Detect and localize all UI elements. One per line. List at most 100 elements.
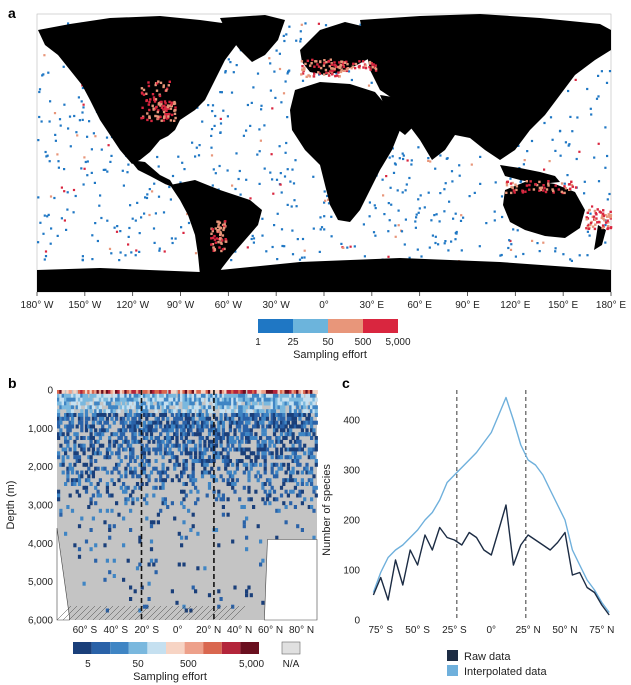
- hotspot-cell: [364, 64, 367, 67]
- depth-cell: [135, 420, 140, 425]
- depth-cell: [238, 428, 242, 433]
- sampling-dot: [590, 113, 593, 116]
- sampling-dot: [226, 115, 229, 118]
- depth-cell: [103, 397, 107, 402]
- depth-cell: [279, 420, 284, 425]
- depth-cell: [191, 585, 195, 590]
- hatch-stroke: [158, 605, 174, 621]
- depth-cell: [233, 405, 237, 410]
- depth-cell: [286, 390, 290, 394]
- depth-cell: [112, 439, 116, 444]
- depth-cell: [159, 443, 163, 448]
- sampling-dot: [91, 258, 94, 261]
- depth-cell: [265, 447, 270, 452]
- sampling-dot: [271, 107, 274, 110]
- sampling-dot: [323, 190, 326, 193]
- sampling-dot: [431, 234, 434, 237]
- depth-cell: [249, 451, 253, 456]
- depth-cell: [256, 451, 260, 456]
- depth-cell: [194, 459, 198, 463]
- depth-cell: [173, 416, 177, 421]
- depth-cell: [124, 436, 128, 440]
- species-y-tick-label: 300: [343, 466, 360, 477]
- sampling-dot: [600, 70, 603, 73]
- depth-cell: [77, 416, 82, 421]
- depth-cell: [242, 462, 246, 467]
- depth-cell: [119, 416, 123, 421]
- depth-cell: [66, 432, 70, 437]
- sampling-dot: [39, 221, 42, 224]
- depth-cell: [210, 390, 214, 394]
- hotspot-cell: [140, 117, 143, 120]
- depth-cell: [296, 470, 300, 475]
- depth-cell: [75, 424, 79, 429]
- sampling-dot: [507, 246, 510, 250]
- hotspot-cell: [224, 220, 227, 223]
- depth-cell: [135, 497, 140, 502]
- depth-cell: [191, 416, 195, 421]
- depth-cell: [191, 432, 195, 437]
- depth-cell: [163, 478, 167, 483]
- depth-cell: [154, 478, 158, 483]
- depth-cell: [110, 397, 114, 402]
- depth-cell: [105, 393, 109, 398]
- hotspot-cell: [216, 220, 219, 223]
- depth-cell: [268, 390, 272, 394]
- map-legend-title: Sampling effort: [293, 349, 367, 361]
- depth-cell: [149, 393, 154, 398]
- sampling-dot: [118, 259, 121, 262]
- hotspot-cell: [602, 209, 605, 212]
- sampling-dot: [558, 130, 562, 133]
- depth-cell: [161, 439, 165, 444]
- sampling-dot: [349, 245, 352, 248]
- depth-cell: [189, 608, 193, 613]
- hotspot-cell: [345, 60, 348, 63]
- depth-cell: [117, 455, 121, 460]
- depth-cell: [122, 428, 126, 433]
- depth-cell: [131, 447, 135, 452]
- sampling-dot: [210, 154, 214, 157]
- depth-cell: [300, 393, 304, 398]
- depth-cell: [82, 447, 86, 452]
- depth-cell: [57, 424, 61, 429]
- depth-cell: [254, 489, 258, 494]
- sampling-dot: [258, 150, 261, 153]
- depth-cell: [175, 397, 179, 402]
- hotspot-cell: [169, 119, 173, 122]
- depth-cell: [170, 413, 174, 417]
- sampling-dot: [218, 164, 221, 168]
- sampling-dot: [281, 244, 284, 248]
- depth-cell: [154, 451, 158, 456]
- depth-cell: [152, 405, 156, 410]
- depth-cell: [270, 390, 274, 394]
- depth-cell: [265, 424, 270, 429]
- depth-cell: [156, 512, 160, 517]
- sampling-dot: [168, 185, 171, 189]
- depth-x-tick-label: 20° N: [196, 625, 221, 636]
- tropic-lines-c: [456, 390, 527, 620]
- depth-cell: [242, 520, 246, 525]
- hotspot-cell: [216, 228, 219, 232]
- depth-cell: [147, 401, 151, 406]
- depth-cell: [196, 424, 200, 429]
- sampling-dot: [401, 152, 404, 155]
- depth-cell: [145, 493, 149, 498]
- depth-cell: [242, 397, 246, 402]
- depth-cell: [140, 451, 144, 456]
- depth-cell: [101, 428, 105, 433]
- depth-cell: [296, 462, 300, 467]
- map-x-tick-label: 90° E: [455, 300, 480, 311]
- depth-cell: [152, 493, 156, 498]
- depth-cell: [161, 497, 165, 502]
- sampling-dot: [43, 214, 46, 217]
- sampling-dot: [49, 100, 52, 103]
- depth-cell: [91, 424, 95, 429]
- depth-cell: [312, 447, 316, 452]
- depth-cell: [166, 424, 170, 429]
- depth-cell: [135, 397, 140, 402]
- depth-cell: [254, 432, 258, 437]
- depth-cell: [187, 474, 191, 479]
- depth-cell: [182, 424, 186, 429]
- hotspot-cell: [327, 72, 330, 75]
